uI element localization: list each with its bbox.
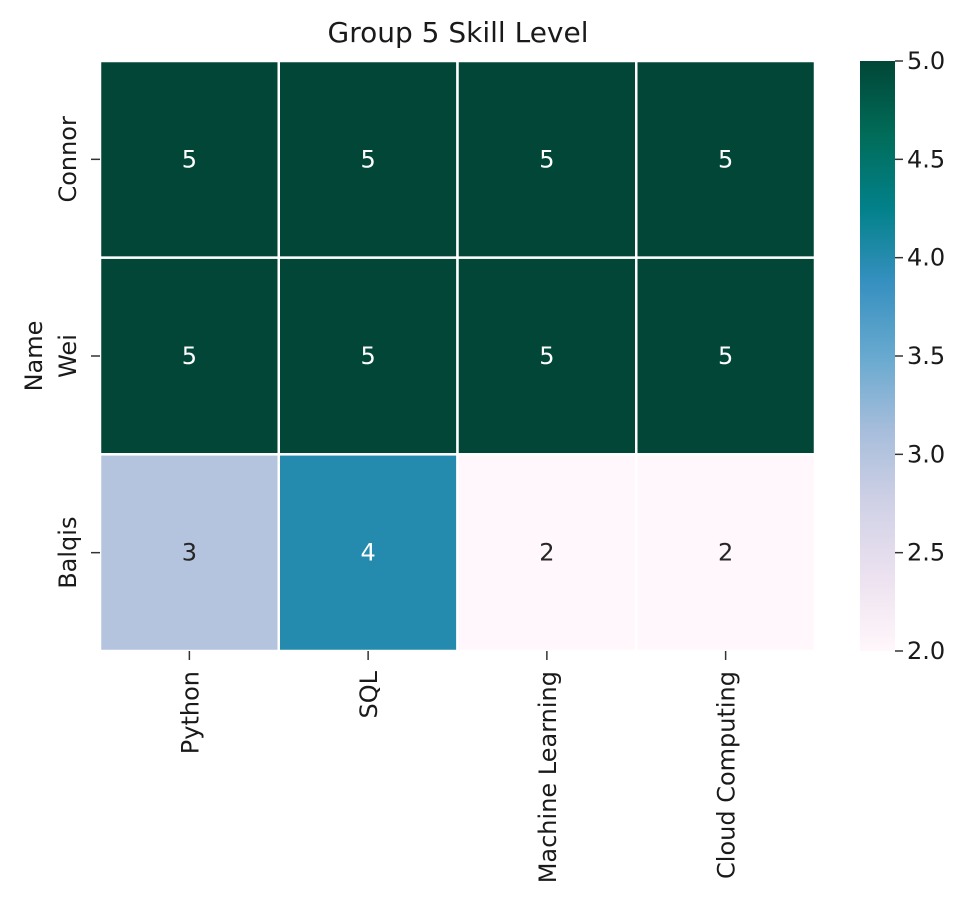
colorbar-tick-label: 3.5	[907, 342, 945, 370]
heatmap-cell-connor-python	[98, 59, 280, 259]
heatmap-cell-wei-sql	[277, 256, 459, 456]
cell-value-label: 5	[718, 145, 733, 173]
heatmap-cell-balqis-cloud-computing	[635, 453, 817, 653]
colorbar-tick-label: 4.5	[907, 145, 945, 173]
row-label-balqis: Balqis	[54, 517, 82, 589]
cell-value-label: 5	[360, 145, 375, 173]
chart-title: Group 5 Skill Level	[328, 16, 589, 49]
cell-value-label: 5	[182, 145, 197, 173]
column-label-cloud-computing: Cloud Computing	[713, 671, 741, 879]
heatmap-cell-wei-python	[98, 256, 280, 456]
colorbar-tick-label: 2.5	[907, 539, 945, 567]
row-label-connor: Connor	[54, 116, 82, 203]
column-label-machine-learning: Machine Learning	[534, 671, 562, 883]
cell-value-label: 5	[360, 342, 375, 370]
cell-value-label: 5	[718, 342, 733, 370]
cell-value-label: 4	[360, 539, 375, 567]
row-label-wei: Wei	[54, 334, 82, 378]
row-tick-labels: Connor Wei Balqis	[54, 116, 100, 589]
cell-value-label: 2	[718, 539, 733, 567]
heatmap-cell-balqis-sql	[277, 453, 459, 653]
colorbar-tick-label: 3.0	[907, 440, 945, 468]
heatmap-cell-wei-cloud-computing	[635, 256, 817, 456]
colorbar-tick-label: 2.0	[907, 637, 945, 665]
heatmap-cell-connor-cloud-computing	[635, 59, 817, 259]
cell-value-label: 5	[539, 342, 554, 370]
heatmap-cells: 5 5 5 5 5 5 5 5 3 4 2 2	[98, 59, 817, 653]
cell-value-label: 5	[539, 145, 554, 173]
cell-value-label: 2	[539, 539, 554, 567]
colorbar	[860, 61, 895, 651]
colorbar-ticks: 2.0 2.5 3.0 3.5 4.0 4.5 5.0	[895, 47, 945, 665]
cell-value-label: 5	[182, 342, 197, 370]
heatmap-cell-connor-machine-learning	[456, 59, 638, 259]
column-label-sql: SQL	[355, 670, 383, 718]
heatmap-cell-connor-sql	[277, 59, 459, 259]
column-label-python: Python	[176, 671, 204, 754]
column-tick-labels: Python SQL Machine Learning Cloud Computing	[176, 651, 741, 883]
colorbar-tick-label: 4.0	[907, 244, 945, 272]
y-axis-label: Name	[20, 321, 48, 392]
cell-value-label: 3	[182, 539, 197, 567]
colorbar-tick-label: 5.0	[907, 47, 945, 75]
